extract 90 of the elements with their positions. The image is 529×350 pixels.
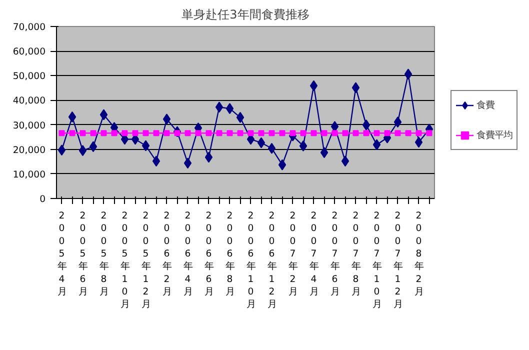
- point: [153, 130, 160, 136]
- point: [416, 130, 422, 136]
- point: [372, 139, 381, 150]
- x-tick-label: 2006年12月: [267, 210, 276, 310]
- y-tick-label: 60,000: [12, 46, 46, 58]
- point: [204, 152, 213, 163]
- point: [164, 130, 170, 136]
- x-tick-label: 2005年4月: [57, 210, 66, 298]
- x-tick-label: 2005年6月: [78, 210, 88, 298]
- x-tick-label: 2005年10月: [120, 210, 130, 310]
- point: [122, 130, 128, 136]
- point: [69, 130, 76, 136]
- point: [404, 68, 412, 80]
- point: [111, 130, 118, 136]
- point: [236, 112, 244, 123]
- x-tick-label: 2006年2月: [162, 210, 172, 298]
- x-tick-label: 2005年12月: [141, 210, 150, 310]
- point: [257, 137, 266, 148]
- point: [248, 130, 254, 136]
- point: [132, 130, 138, 136]
- x-tick-label: 2006年8月: [225, 210, 234, 298]
- point: [142, 130, 149, 136]
- y-tick-label: 40,000: [12, 96, 46, 107]
- x-tick-label: 2005年8月: [99, 210, 108, 298]
- point: [215, 102, 224, 113]
- point: [278, 159, 286, 170]
- point: [341, 156, 350, 167]
- point: [394, 130, 401, 136]
- point: [58, 130, 65, 136]
- point: [352, 130, 359, 136]
- point: [332, 130, 338, 136]
- x-tick-label: 2007年10月: [372, 210, 382, 310]
- point: [362, 120, 370, 131]
- x-tick-label: 2006年6月: [204, 210, 214, 298]
- y-tick-label: 20,000: [12, 144, 46, 156]
- point: [237, 130, 244, 136]
- point: [405, 130, 412, 136]
- point: [100, 130, 107, 136]
- y-tick-label: 70,000: [12, 22, 46, 33]
- point: [89, 141, 98, 152]
- point: [184, 158, 192, 169]
- point: [100, 109, 108, 120]
- point: [216, 130, 222, 136]
- point: [226, 103, 234, 114]
- point: [342, 130, 348, 136]
- point: [384, 130, 390, 136]
- point: [58, 144, 66, 156]
- point: [152, 156, 160, 167]
- x-tick-label: 2007年6月: [330, 210, 340, 298]
- point: [68, 111, 76, 122]
- y-tick-label: 10,000: [12, 169, 46, 180]
- legend-label: 食費平均: [476, 128, 512, 142]
- point: [80, 130, 86, 136]
- point: [184, 130, 191, 136]
- chart-title: 単身赴任3年間食費推移: [182, 8, 310, 22]
- point: [268, 130, 275, 136]
- point: [414, 136, 423, 148]
- point: [310, 80, 318, 92]
- x-tick-label: 2006年10月: [246, 210, 256, 310]
- point: [195, 130, 202, 136]
- x-tick-label: 2008年2月: [414, 210, 424, 298]
- point: [300, 130, 306, 136]
- point: [268, 142, 276, 154]
- point: [363, 130, 370, 136]
- x-tick-label: 2007年2月: [288, 210, 298, 298]
- point: [299, 140, 308, 152]
- point: [352, 82, 360, 94]
- point: [142, 140, 150, 152]
- point: [78, 145, 87, 156]
- point: [321, 130, 328, 136]
- point: [374, 130, 380, 136]
- point: [320, 147, 328, 158]
- point: [206, 130, 212, 136]
- y-tick-label: 50,000: [12, 71, 46, 82]
- point: [394, 116, 402, 128]
- point: [279, 130, 286, 136]
- point: [226, 130, 233, 136]
- point: [258, 130, 264, 136]
- point: [426, 130, 432, 136]
- x-tick-label: 2007年4月: [309, 210, 318, 298]
- y-tick-label: 0: [40, 194, 46, 205]
- point: [90, 130, 96, 136]
- point: [290, 130, 296, 136]
- x-tick-label: 2007年12月: [393, 210, 402, 310]
- y-tick-label: 30,000: [12, 120, 46, 132]
- legend-label: 食費: [476, 98, 496, 112]
- point: [310, 130, 317, 136]
- point: [162, 114, 171, 125]
- x-tick-label: 2007年8月: [351, 210, 360, 298]
- x-tick-label: 2006年4月: [183, 210, 192, 298]
